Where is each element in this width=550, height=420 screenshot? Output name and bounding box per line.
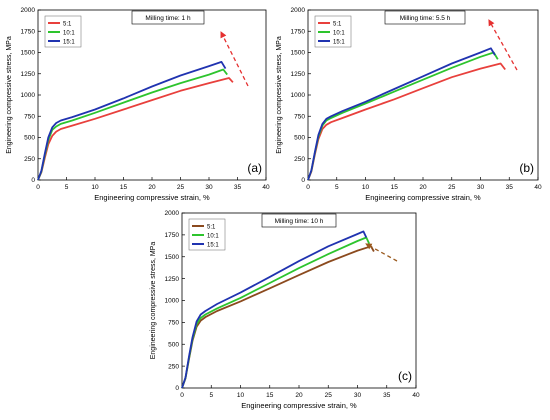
annotation-text: Milling time: 10 h [275,218,324,225]
x-tick-label: 25 [325,392,333,399]
x-axis-label: Engineering compressive strain, % [365,193,481,202]
y-tick-label: 2000 [291,7,306,14]
x-axis-label: Engineering compressive strain, % [241,401,357,410]
y-tick-label: 750 [24,113,35,120]
x-tick-label: 0 [306,184,310,191]
y-tick-label: 1750 [165,232,180,239]
y-tick-label: 250 [294,156,305,163]
y-tick-label: 250 [168,363,179,370]
x-tick-label: 30 [205,184,213,191]
x-tick-label: 10 [91,184,99,191]
y-tick-label: 1250 [21,71,36,78]
annotation-box [261,213,337,228]
x-axis-label: Engineering compressive strain, % [94,193,210,202]
chart-panel-1: 0 5 10 15 20 25 30 35 40 0 250 500 750 1000 1250 1500 17… [6,7,270,202]
y-tick-label: 1500 [165,254,180,261]
y-axis-label: Engineering compressive stress, MPa [276,36,283,154]
annotation-box [384,10,466,25]
y-tick-label: 0 [31,177,35,184]
legend-label: 15:1 [63,39,75,45]
x-tick-label: 5 [65,184,69,191]
y-tick-label: 1750 [21,28,36,35]
annotation-text: Milling time: 1 h [145,15,191,22]
trend-arrow [488,19,518,71]
x-tick-label: 5 [209,392,213,399]
x-tick-label: 15 [266,392,274,399]
y-tick-label: 500 [168,341,179,348]
panel-label: (b) [519,161,534,175]
x-tick-label: 5 [335,184,339,191]
annotation-box [131,10,205,25]
y-tick-label: 1250 [291,71,306,78]
y-tick-label: 1500 [21,50,36,57]
legend-label: 10:1 [207,233,219,239]
legend-label: 5:1 [333,21,342,27]
x-tick-label: 35 [506,184,514,191]
x-tick-label: 15 [391,184,399,191]
series-line [307,47,496,181]
x-tick-label: 0 [180,392,184,399]
series-line [307,62,506,181]
y-tick-label: 750 [168,320,179,327]
y-tick-label: 1000 [291,92,306,99]
x-tick-label: 20 [295,392,303,399]
series-line [181,236,371,389]
x-tick-label: 0 [36,184,40,191]
annotation-text: Milling time: 5.5 h [400,15,451,22]
y-tick-label: 1250 [165,276,180,283]
x-tick-label: 40 [534,184,542,191]
x-tick-label: 35 [234,184,242,191]
trend-arrow [220,31,249,87]
legend-label: 5:1 [63,21,72,27]
x-tick-label: 25 [177,184,185,191]
x-tick-label: 30 [477,184,485,191]
chart-panel-3: 0 5 10 15 20 25 30 35 40 0 250 500 750 1000 1250 1500 17… [150,210,420,410]
y-tick-label: 250 [24,156,35,163]
y-tick-label: 2000 [21,7,36,14]
y-axis-label: Engineering compressive stress, MPa [150,242,157,360]
y-tick-label: 1500 [291,50,306,57]
series-line [181,230,368,389]
y-tick-label: 2000 [165,210,180,217]
x-tick-label: 25 [448,184,456,191]
legend-label: 5:1 [207,224,216,230]
x-tick-label: 35 [383,392,391,399]
panel-label: (c) [398,369,412,383]
trend-arrow [365,243,398,262]
x-tick-label: 15 [120,184,128,191]
y-axis-label: Engineering compressive stress, MPa [6,36,13,154]
y-tick-label: 1750 [291,28,306,35]
x-tick-label: 20 [148,184,156,191]
y-tick-label: 0 [175,385,179,392]
y-tick-label: 500 [294,135,305,142]
y-tick-label: 1000 [165,298,180,305]
x-tick-label: 30 [354,392,362,399]
y-tick-label: 500 [24,135,35,142]
x-tick-label: 10 [237,392,245,399]
y-tick-label: 0 [301,177,305,184]
legend-label: 15:1 [207,242,219,248]
chart-panel-2: 0 5 10 15 20 25 30 35 40 0 250 500 750 1000 1250 1500 17… [276,7,542,202]
y-tick-label: 1000 [21,92,36,99]
x-tick-label: 20 [419,184,427,191]
legend-label: 10:1 [63,30,75,36]
x-tick-label: 40 [262,184,270,191]
legend-label: 15:1 [333,39,345,45]
series-line [37,61,227,181]
panel-label: (a) [247,161,262,175]
x-tick-label: 40 [412,392,420,399]
series-line [181,245,375,389]
legend-label: 10:1 [333,30,345,36]
y-tick-label: 750 [294,113,305,120]
x-tick-label: 10 [362,184,370,191]
